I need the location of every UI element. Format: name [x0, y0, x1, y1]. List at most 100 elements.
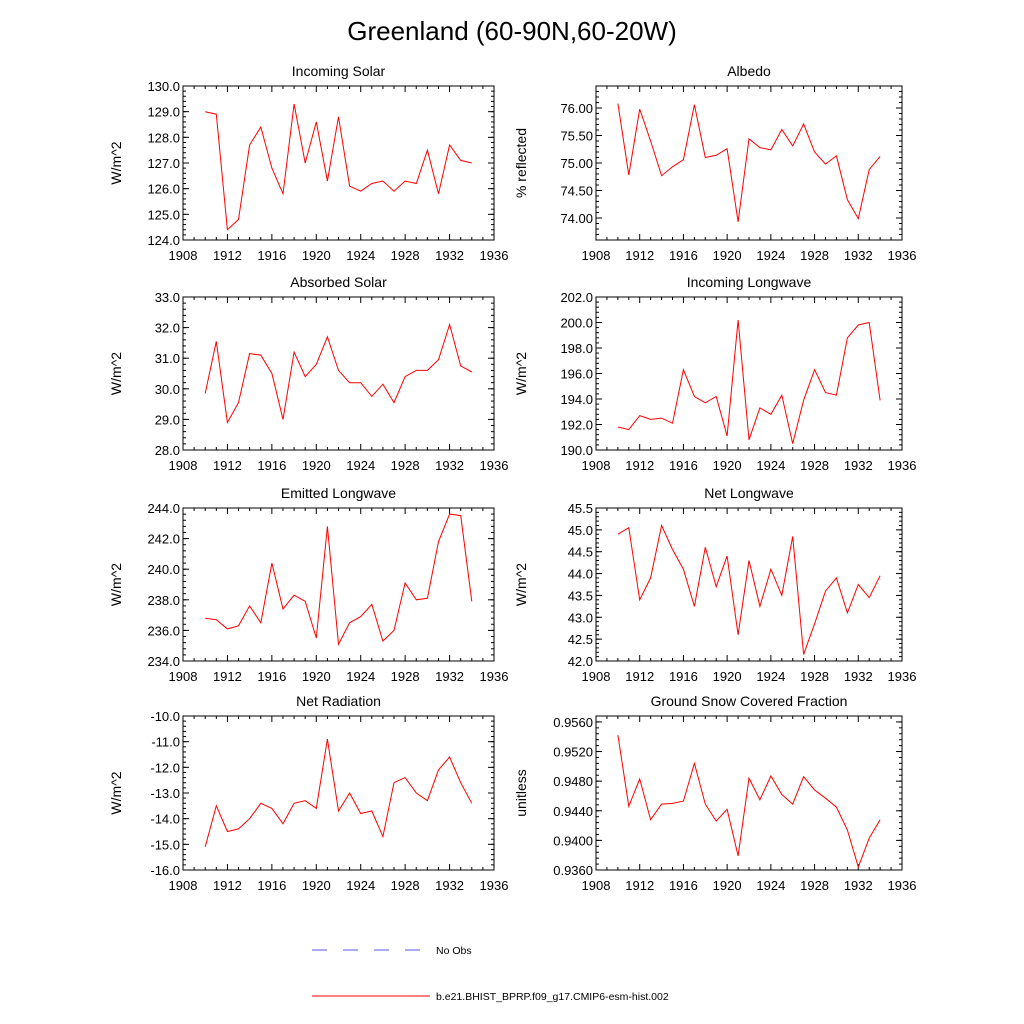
y-tick-label: 125.0: [147, 207, 180, 222]
plot-frame: [595, 507, 903, 662]
plot-frame: [182, 296, 495, 451]
y-tick-label: 44.5: [568, 545, 593, 560]
x-tick-label: 1924: [756, 248, 785, 263]
x-tick-label: 1908: [169, 248, 198, 263]
series-line-1: [617, 103, 881, 222]
y-axis-label: W/m^2: [513, 352, 529, 395]
y-tick-label: 202.0: [560, 290, 593, 305]
chart-panel-1: Incoming Solar 1908 1912 1916 1920 1924 1928 19…: [108, 63, 508, 263]
x-tick-label: 1932: [435, 669, 464, 684]
y-tick-label: 198.0: [560, 341, 593, 356]
x-tick-label: 1916: [257, 878, 286, 893]
x-tick-label: 1936: [888, 878, 917, 893]
x-tick-label: 1932: [844, 669, 873, 684]
y-tick-label: 44.0: [568, 567, 593, 582]
y-tick-label: 242.0: [147, 532, 180, 547]
series-line-1: [617, 319, 881, 444]
x-tick-label: 1932: [435, 878, 464, 893]
y-tick-label: 190.0: [560, 443, 593, 458]
y-tick-label: 31.0: [155, 351, 180, 366]
y-tick-label: -11.0: [151, 735, 180, 750]
x-tick-label: 1920: [713, 669, 742, 684]
series-line-1: [617, 523, 881, 655]
y-tick-label: 0.9560: [553, 715, 593, 730]
legend: No Obs b.e21.BHIST_BPRP.f09_g17.CMIP6-es…: [312, 945, 669, 1003]
x-tick-label: 1916: [669, 458, 698, 473]
x-tick-label: 1928: [391, 878, 420, 893]
panel-title: Net Radiation: [296, 693, 381, 709]
y-tick-label: 74.00: [560, 211, 593, 226]
x-tick-label: 1916: [669, 878, 698, 893]
chart-panel-2: Albedo 1908 1912 1916 1920 1924 1928 1932 1936 74…: [513, 63, 916, 263]
chart-panel-3: Absorbed Solar 1908 1912 1916 1920 1924 1928 19…: [108, 274, 508, 473]
y-tick-label: 129.0: [147, 105, 180, 120]
series-line-1: [204, 739, 473, 848]
y-tick-label: 30.0: [155, 382, 180, 397]
y-tick-label: 33.0: [155, 290, 180, 305]
x-tick-label: 1924: [346, 458, 375, 473]
panel-title: Absorbed Solar: [290, 274, 387, 290]
x-tick-label: 1936: [888, 248, 917, 263]
y-tick-label: 0.9520: [553, 745, 593, 760]
x-tick-label: 1928: [800, 458, 829, 473]
series-line-1: [205, 513, 473, 646]
x-tick-label: 1928: [800, 878, 829, 893]
x-tick-label: 1920: [713, 458, 742, 473]
y-axis-label: W/m^2: [108, 771, 124, 814]
x-tick-label: 1928: [391, 248, 420, 263]
x-tick-label: 1936: [888, 458, 917, 473]
y-axis-label: W/m^2: [108, 141, 124, 184]
y-tick-label: 75.50: [560, 129, 593, 144]
y-axis-label: % reflected: [513, 128, 529, 198]
legend-obs-label: No Obs: [436, 945, 472, 957]
panel-title: Ground Snow Covered Fraction: [651, 693, 848, 709]
x-tick-label: 1924: [346, 669, 375, 684]
plot-frame: [595, 296, 903, 451]
y-tick-label: 75.00: [560, 156, 593, 171]
y-tick-label: 74.50: [560, 184, 593, 199]
y-tick-label: 236.0: [147, 623, 180, 638]
y-tick-label: 200.0: [560, 316, 593, 331]
x-tick-label: 1908: [169, 458, 198, 473]
panel-title: Incoming Longwave: [687, 274, 812, 290]
x-tick-label: 1908: [169, 669, 198, 684]
y-tick-label: 45.5: [568, 501, 593, 516]
y-tick-label: 42.0: [568, 654, 593, 669]
x-tick-label: 1932: [844, 458, 873, 473]
y-axis-label: unitless: [513, 769, 529, 816]
y-tick-label: 244.0: [147, 501, 180, 516]
y-tick-label: 126.0: [147, 182, 180, 197]
plot-frame: [182, 507, 495, 662]
y-tick-label: 192.0: [560, 418, 593, 433]
x-tick-label: 1920: [713, 878, 742, 893]
x-tick-label: 1936: [480, 669, 509, 684]
x-tick-label: 1916: [669, 248, 698, 263]
x-tick-label: 1916: [257, 248, 286, 263]
x-tick-label: 1920: [302, 458, 331, 473]
x-tick-label: 1936: [480, 248, 509, 263]
x-tick-label: 1920: [302, 878, 331, 893]
series-line-1: [205, 103, 472, 231]
x-tick-label: 1912: [625, 669, 654, 684]
y-tick-label: 240.0: [147, 562, 180, 577]
y-tick-label: 45.0: [568, 523, 593, 538]
x-tick-label: 1928: [800, 669, 829, 684]
panel-title: Albedo: [727, 63, 771, 79]
x-tick-label: 1912: [213, 878, 242, 893]
y-tick-label: -15.0: [150, 837, 180, 852]
x-tick-label: 1924: [756, 458, 785, 473]
panels: Incoming Solar 1908 1912 1916 1920 1924 1928 19…: [108, 63, 916, 893]
x-tick-label: 1912: [625, 878, 654, 893]
x-tick-label: 1908: [582, 669, 611, 684]
legend-model-label: b.e21.BHIST_BPRP.f09_g17.CMIP6-esm-hist.…: [436, 991, 669, 1003]
x-tick-label: 1932: [844, 878, 873, 893]
x-tick-label: 1932: [435, 458, 464, 473]
chart-panel-6: Net Longwave 1908 1912 1916 1920 1924 1928 1932…: [513, 485, 916, 684]
y-tick-label: 234.0: [147, 654, 180, 669]
y-tick-label: 0.9440: [553, 804, 593, 819]
chart-panel-8: Ground Snow Covered Fraction 1908 1912 1916…: [513, 693, 916, 893]
y-tick-label: 127.0: [147, 156, 180, 171]
x-tick-label: 1932: [844, 248, 873, 263]
y-tick-label: 130.0: [147, 79, 180, 94]
